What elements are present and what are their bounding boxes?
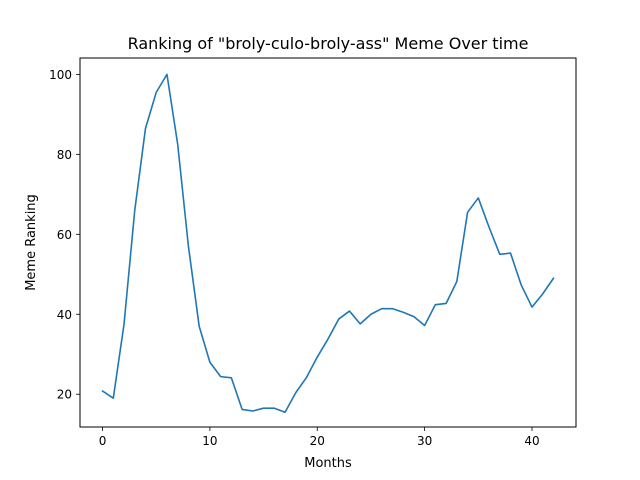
x-tick-label: 40 bbox=[524, 434, 539, 448]
y-tick-label: 40 bbox=[57, 308, 72, 322]
y-tick-label: 20 bbox=[57, 388, 72, 402]
plot-area bbox=[101, 73, 555, 414]
x-tick-label: 10 bbox=[202, 434, 217, 448]
y-tick-label: 60 bbox=[57, 228, 72, 242]
plot-frame bbox=[79, 57, 577, 428]
y-tick-label: 80 bbox=[57, 148, 72, 162]
y-axis-label: Meme Ranking bbox=[24, 194, 39, 291]
y-axis: 20 40 60 80 100 bbox=[49, 68, 80, 402]
x-axis-label: Months bbox=[304, 456, 352, 471]
chart-title: Ranking of "broly-culo-broly-ass" Meme O… bbox=[128, 34, 529, 53]
x-axis: 0 10 20 30 40 bbox=[99, 427, 540, 448]
x-tick-label: 30 bbox=[417, 434, 432, 448]
y-tick-label: 100 bbox=[49, 68, 72, 82]
series-line-0 bbox=[101, 73, 555, 414]
x-tick-label: 20 bbox=[310, 434, 325, 448]
x-tick-label: 0 bbox=[99, 434, 107, 448]
